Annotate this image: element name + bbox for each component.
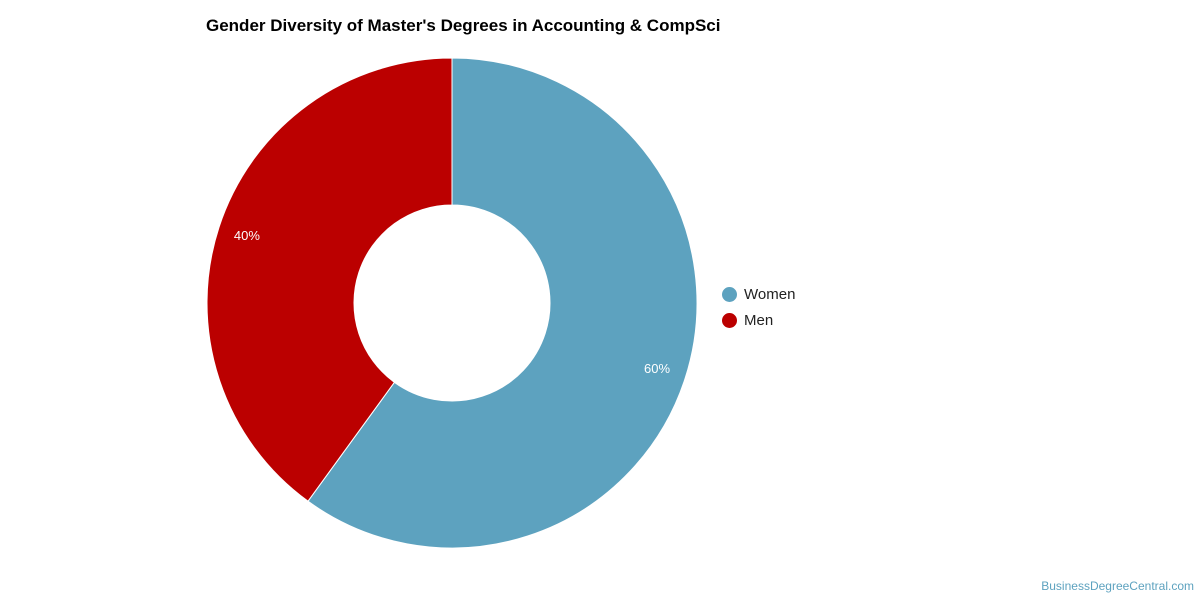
- legend-item-men[interactable]: Men: [722, 307, 795, 333]
- chart-title: Gender Diversity of Master's Degrees in …: [206, 16, 721, 35]
- credit-text[interactable]: BusinessDegreeCentral.com: [1041, 579, 1194, 593]
- legend-swatch-women: [722, 286, 737, 302]
- slice-label-women: 60%: [644, 361, 670, 376]
- legend-item-women[interactable]: Women: [722, 281, 795, 307]
- legend-label-women: Women: [744, 285, 796, 303]
- slice-men[interactable]: [206, 57, 453, 502]
- slice-label-men: 40%: [234, 228, 260, 243]
- legend-swatch-men: [722, 312, 737, 328]
- legend: Women Men: [722, 281, 795, 333]
- slice-women[interactable]: [307, 57, 698, 549]
- legend-label-men: Men: [744, 311, 774, 329]
